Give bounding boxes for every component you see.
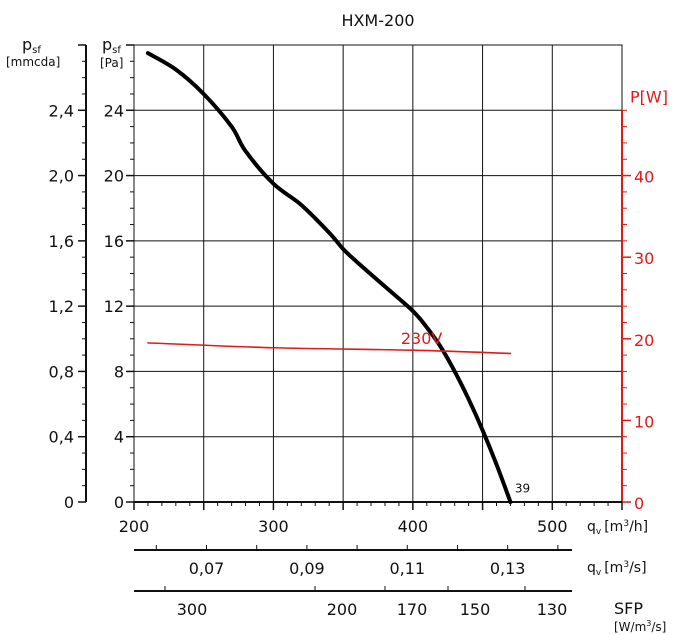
mmcda-tick-label: 2,4 <box>49 101 74 120</box>
pa-tick-label: 16 <box>104 232 124 251</box>
m3s-axis-unit-sup: 3 <box>623 560 629 570</box>
m3s-axis-unit-prefix: [m <box>604 560 623 576</box>
x-tick-label: 500 <box>537 517 568 536</box>
pa-axis-unit: [Pa] <box>100 56 123 70</box>
mmcda-axis-unit: [mmcda] <box>6 55 60 69</box>
power-series-label: 230V <box>401 329 443 348</box>
sfp-axis-unit-suffix: /s] <box>651 620 666 634</box>
mmcda-tick-label: 1,6 <box>49 232 74 251</box>
m3s-tick-label: 0,13 <box>490 559 526 578</box>
sfp-axis-unit-prefix: [W/m <box>614 620 646 634</box>
sfp-tick-label: 170 <box>397 600 428 619</box>
pa-tick-label: 8 <box>114 362 124 381</box>
pa-tick-label: 4 <box>114 428 124 447</box>
mmcda-tick-label: 1,2 <box>49 297 74 316</box>
sfp-tick-label: 130 <box>537 600 568 619</box>
plot-frame <box>133 44 623 503</box>
power-tick-label: 20 <box>634 331 654 350</box>
pa-tick-label: 20 <box>104 167 124 186</box>
m3s-tick-label: 0,09 <box>289 559 325 578</box>
series-layer <box>145 51 513 504</box>
sfp-tick-label: 200 <box>327 600 358 619</box>
x-axis-label-sub: v <box>596 527 602 537</box>
x-tick-label: 400 <box>398 517 429 536</box>
pa-tick-label: 0 <box>114 493 124 512</box>
x-tick-label: 200 <box>119 517 150 536</box>
power-tick-label: 0 <box>634 494 644 513</box>
sfp-axis-unit-sup: 3 <box>646 619 651 628</box>
grid-layer <box>133 44 623 503</box>
mmcda-tick-label: 0,4 <box>49 428 74 447</box>
mmcda-tick-label: 2,0 <box>49 167 74 186</box>
chart-title: HXM-200 <box>341 11 414 30</box>
power-tick-label: 30 <box>634 249 654 268</box>
pa-axis-label-main: p <box>102 35 112 54</box>
m3s-axis-label-main: q <box>587 560 596 576</box>
axes-layer <box>78 44 631 592</box>
curve-annotation: 39 <box>515 482 530 496</box>
sfp-tick-label: 150 <box>460 600 491 619</box>
labels-layer: HXM-20000,40,81,21,62,02,4psf[mmcda]0481… <box>6 11 668 634</box>
sfp-tick-label: 300 <box>177 600 208 619</box>
x-tick-label: 300 <box>258 517 289 536</box>
m3s-tick-label: 0,11 <box>389 559 425 578</box>
x-axis-label: qv [m3/h] <box>587 519 648 537</box>
x-axis-label-main: q <box>587 519 596 535</box>
pressure-curve <box>145 51 513 504</box>
mmcda-axis-label-sub: sf <box>32 45 41 56</box>
mmcda-axis-label-main: p <box>22 35 32 54</box>
m3s-axis-unit-suffix: /s] <box>629 560 646 576</box>
pa-axis-label-sub: sf <box>112 45 121 56</box>
mmcda-tick-label: 0,8 <box>49 362 74 381</box>
x-axis-unit-prefix: [m <box>604 519 623 535</box>
m3s-tick-label: 0,07 <box>189 559 225 578</box>
sfp-axis-label: SFP <box>614 599 643 618</box>
pa-tick-label: 24 <box>104 101 124 120</box>
mmcda-axis-label: psf <box>22 35 41 56</box>
pa-tick-label: 12 <box>104 297 124 316</box>
power-tick-label: 40 <box>634 168 654 187</box>
sfp-axis-unit: [W/m3/s] <box>614 619 666 634</box>
power-curve-230v <box>147 342 512 355</box>
mmcda-tick-label: 0 <box>64 493 74 512</box>
m3s-axis-label: qv [m3/s] <box>587 560 647 578</box>
power-tick-label: 10 <box>634 412 654 431</box>
power-axis-label: P[W] <box>630 87 668 106</box>
pa-axis-label: psf <box>102 35 121 56</box>
m3s-axis-label-sub: v <box>596 568 602 578</box>
x-axis-unit-sup: 3 <box>623 519 629 529</box>
x-axis-unit-suffix: /h] <box>629 519 648 535</box>
